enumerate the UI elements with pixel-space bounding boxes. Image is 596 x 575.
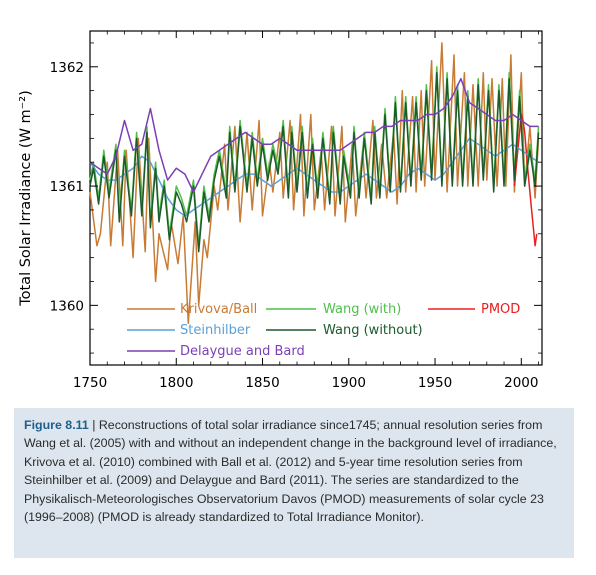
- chart: 1750 1800 1850 1900 1950 2000 1360 1361 1362 To…: [18, 30, 543, 391]
- y-tick-label: 1360: [50, 298, 84, 314]
- plot-area-frame: [89, 30, 543, 366]
- legend-label-steinhilber: Steinhilber: [180, 323, 251, 338]
- x-tick-label: 1850: [245, 375, 279, 391]
- y-axis-label: Total Solar Irradiance (W m⁻²): [18, 90, 34, 307]
- legend-label-wang-with: Wang (with): [323, 302, 401, 317]
- y-tick-label: 1361: [50, 179, 84, 195]
- legend: Krivova/Ball Wang (with) PMOD Steinhilbe…: [127, 302, 520, 359]
- x-tick-label: 2000: [504, 375, 538, 391]
- y-axis: 1360 1361 1362: [50, 42, 542, 354]
- x-tick-label: 1950: [418, 375, 452, 391]
- x-tick-label: 1750: [73, 375, 107, 391]
- legend-label-pmod: PMOD: [481, 302, 520, 317]
- series-line-pmod: [513, 113, 538, 247]
- figure-label: Figure 8.11: [24, 418, 89, 432]
- series-layer: [89, 42, 540, 325]
- legend-label-wang-without: Wang (without): [323, 323, 423, 338]
- figure-caption: Figure 8.11 | Reconstructions of total s…: [14, 408, 574, 558]
- caption-text: | Reconstructions of total solar irradia…: [24, 418, 557, 525]
- legend-label-delaygue: Delaygue and Bard: [180, 344, 305, 359]
- x-tick-label: 1800: [159, 375, 193, 391]
- x-tick-label: 1900: [332, 375, 366, 391]
- legend-label-krivova: Krivova/Ball: [180, 302, 257, 317]
- series-line-wang-without: [89, 71, 540, 253]
- y-tick-label: 1362: [50, 60, 84, 76]
- x-axis: 1750 1800 1850 1900 1950 2000: [73, 31, 539, 391]
- series-line-delaygue-and-bard: [89, 77, 539, 193]
